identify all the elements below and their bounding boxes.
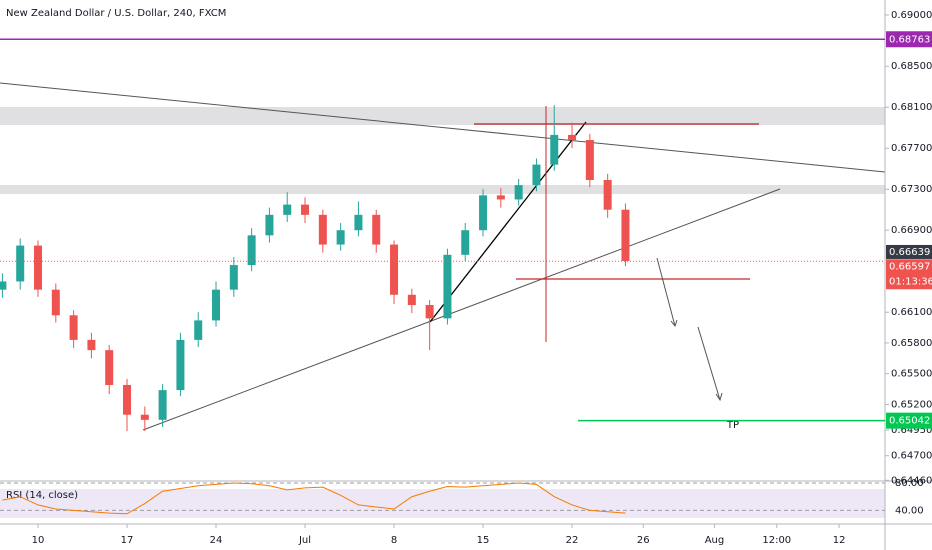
candle-body — [514, 185, 523, 200]
price-tag — [886, 412, 932, 429]
chart-title: New Zealand Dollar / U.S. Dollar, 240, F… — [6, 8, 226, 19]
candle-body — [621, 209, 630, 261]
y-tick-label: 0.68100 — [891, 102, 932, 113]
candle-body — [247, 235, 256, 266]
candle-body — [425, 305, 434, 319]
y-tick-label: 0.65200 — [891, 399, 932, 410]
y-tick-label: 0.65500 — [891, 369, 932, 380]
y-tick-label: 0.64950 — [891, 425, 932, 436]
candle-body — [123, 384, 132, 415]
candle-body — [603, 179, 612, 210]
candle-body — [372, 214, 381, 245]
candle-body — [336, 230, 345, 245]
price-tag — [886, 244, 932, 259]
x-tick-label: Jul — [298, 535, 311, 546]
candle-body — [34, 245, 43, 290]
candle-body — [318, 214, 327, 245]
candle-body — [390, 244, 399, 295]
x-tick-label: 26 — [637, 535, 650, 546]
rsi-tick-label: 40.00 — [895, 505, 924, 516]
candle-body — [568, 134, 577, 141]
x-tick-label: 8 — [391, 535, 397, 546]
candle-body — [16, 245, 25, 282]
candle-body — [87, 339, 96, 351]
candle-body — [550, 134, 559, 165]
price-tag-label: 0.68763 — [889, 34, 930, 45]
y-tick-label: 0.68500 — [891, 61, 932, 72]
resistance-zone — [0, 107, 885, 125]
tp-label: TP — [726, 420, 739, 431]
x-tick-label: 24 — [210, 535, 223, 546]
rsi-band — [0, 489, 885, 518]
candle-body — [283, 204, 292, 215]
y-tick-label: 0.66100 — [891, 307, 932, 318]
candle-body — [158, 390, 167, 420]
candle-body — [176, 339, 185, 391]
price-tag-label: 0.66639 — [889, 247, 930, 258]
candle-body — [532, 164, 541, 186]
arrow — [656, 257, 676, 327]
y-tick-label: 0.66900 — [891, 225, 932, 236]
rsi-title: RSI (14, close) — [6, 490, 78, 501]
candle-body — [443, 254, 452, 319]
price-tag-label: 0.65042 — [889, 416, 930, 427]
candle-body — [229, 265, 238, 290]
trendline — [142, 188, 781, 431]
price-tag-label: 0.66597 — [889, 261, 930, 272]
candle-body — [194, 320, 203, 340]
y-tick-label: 0.69000 — [891, 10, 932, 21]
x-tick-label: 12 — [833, 535, 846, 546]
candle-body — [479, 195, 488, 231]
trendline — [0, 82, 886, 173]
candle-body — [51, 289, 60, 316]
x-tick-label: 15 — [477, 535, 490, 546]
candle-body — [69, 315, 78, 340]
arrow — [697, 326, 721, 401]
price-tag — [886, 31, 932, 48]
countdown: 01:13:36 — [889, 276, 932, 287]
candle-body — [0, 281, 7, 290]
candle-body — [585, 140, 594, 180]
y-tick-label: 0.65800 — [891, 338, 932, 349]
y-tick-label: 0.64460 — [891, 475, 932, 486]
x-tick-label: Aug — [705, 535, 725, 546]
arrow-head — [715, 392, 723, 402]
candle-body — [105, 350, 114, 385]
resistance-zone — [0, 185, 885, 194]
trendline — [429, 121, 587, 323]
rsi-tick-label: 80.00 — [895, 478, 924, 489]
candle-body — [354, 214, 363, 231]
candle-body — [407, 294, 416, 306]
candle-body — [212, 289, 221, 321]
candle-body — [140, 414, 149, 420]
candle-body — [461, 230, 470, 255]
candle-body — [496, 195, 505, 200]
x-tick-label: 12:00 — [762, 535, 791, 546]
y-tick-label: 0.67700 — [891, 143, 932, 154]
candle-body — [265, 214, 274, 236]
rsi-line — [2, 482, 626, 515]
y-tick-label: 0.64700 — [891, 451, 932, 462]
arrow-head — [670, 319, 678, 328]
x-tick-label: 17 — [121, 535, 134, 546]
price-tag — [886, 259, 932, 290]
y-tick-label: 0.67300 — [891, 184, 932, 195]
candle-body — [301, 204, 310, 215]
x-tick-label: 22 — [566, 535, 579, 546]
x-tick-label: 10 — [32, 535, 45, 546]
